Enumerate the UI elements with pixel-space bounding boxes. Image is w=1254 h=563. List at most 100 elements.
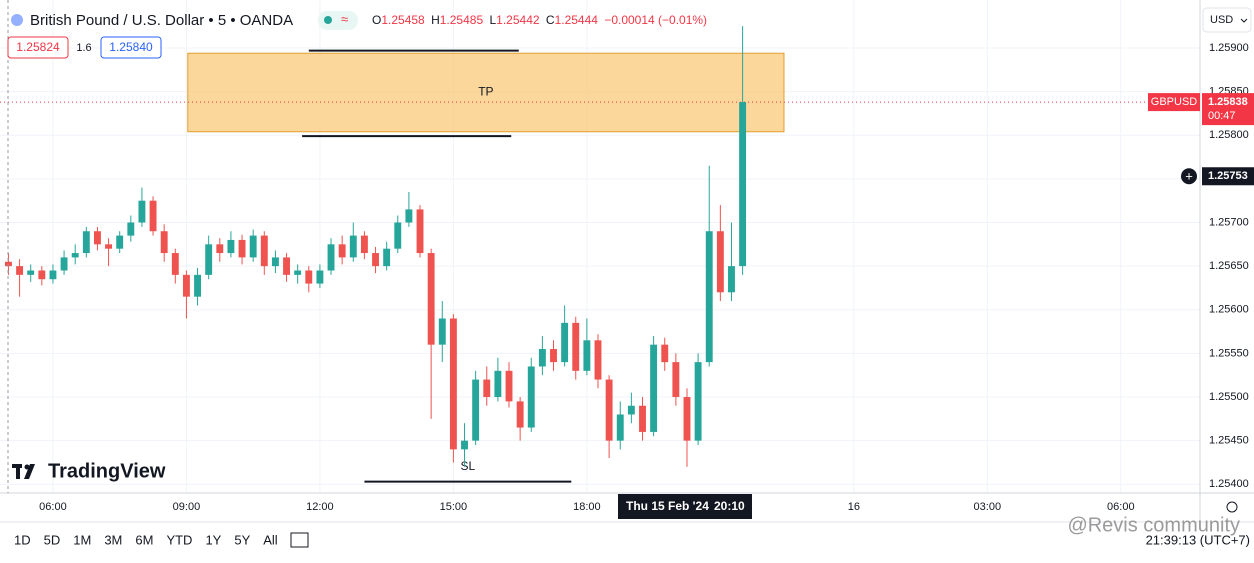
logo-shape [24,464,30,470]
ohlc-value: 1.25458 [381,13,425,27]
candle-body [305,270,313,284]
buy-price: 1.25840 [109,40,153,54]
y-tick-label: 1.25600 [1209,304,1249,316]
status-badge[interactable] [318,11,358,30]
candle-body [160,231,168,254]
plot: TP SL [0,26,1200,483]
candle-body [728,266,735,293]
countdown-label: 00:47 [1208,110,1236,122]
timeframe-button[interactable]: All [263,532,278,547]
timeframe-button[interactable]: 5D [44,532,61,547]
candle-body [594,340,602,380]
x-tick-label: 18:00 [573,501,601,513]
candle-body [5,261,12,267]
y-tick-label: 1.25400 [1209,478,1249,490]
candle-body [194,274,202,297]
candle-body [16,266,24,275]
y-tick-label: 1.25550 [1209,347,1249,359]
ohlc-label: H [431,13,440,27]
flag-icon [11,14,23,26]
y-tick-label: 1.25900 [1209,42,1249,54]
candle-body [260,235,268,267]
candle-body [705,231,713,363]
candle-body [238,239,246,258]
ohlc-legend: O1.25458 H1.25485 L1.25442 C1.25444 −0.0… [372,13,707,27]
timeframe-button[interactable]: 1D [14,532,31,547]
candle-body [27,270,35,275]
change: −0.00014 (−0.01%) [604,13,707,27]
sell-button[interactable] [7,36,69,59]
candle-body [627,405,635,415]
ohlc-label: O [372,13,381,27]
timeframe-button[interactable]: YTD [166,532,192,547]
candle-body [149,200,157,232]
candle-body [605,379,613,441]
candle-body [639,405,646,432]
symbol-label: GBPUSD [1151,96,1198,108]
candle-body [93,231,101,245]
x-tick-label: 06:00 [39,501,67,513]
timeframe-button[interactable]: 3M [104,532,122,547]
toolbar: 1D 5D 1M 3M 6M YTD 1Y 5Y All [14,532,278,547]
candle-body [516,401,524,428]
last-price-label: 1.25838 [1208,96,1248,108]
sell-price: 1.25824 [16,40,60,54]
candle-body [205,244,213,275]
crosshair-add-button [1181,168,1197,185]
candle-body [739,102,747,267]
x-tick-label: 03:00 [974,501,1002,513]
candle-body [138,200,146,223]
candle-body [38,270,46,280]
candle-body [82,231,90,254]
ohlc-value: 1.25442 [496,13,540,27]
crosshair-price-box [1202,167,1254,186]
candle-body [349,235,357,258]
candle-body [438,318,446,345]
candle-body [527,366,535,428]
settings-icon[interactable] [1226,501,1238,513]
candle-body [271,257,279,267]
candle-body [405,209,413,223]
ohlc-value: 1.25444 [555,13,599,27]
timeframe-button[interactable]: 1Y [205,532,221,547]
watermark: @Revis community [1067,514,1240,536]
candle-body [694,362,702,441]
buy-button[interactable] [100,36,162,59]
plus-icon: + [1185,169,1193,184]
currency-button[interactable] [1202,7,1252,33]
y-tick-label: 1.25700 [1209,216,1249,228]
candle-body [449,318,457,450]
candle-body [372,253,379,267]
candle-body [616,414,624,441]
timeframe-button[interactable]: 6M [135,532,153,547]
symbol-label-box [1148,93,1200,112]
y-tick-label: 1.25650 [1209,260,1249,272]
candle-body [683,397,691,441]
currency: USD [1210,14,1233,26]
ohlc-label: C [546,13,555,27]
candle-body [461,440,468,450]
candle-body [494,370,502,398]
chart-title: British Pound / U.S. Dollar • 5 • OANDA [30,12,293,29]
candle-body [182,274,190,297]
timeframe-button[interactable]: 1M [73,532,91,547]
candle-body [249,235,257,258]
candle-body [416,209,424,254]
candle-body [105,244,113,249]
candle-body [561,322,569,363]
candle-body [227,239,235,254]
logo-shape [24,464,35,479]
x-tick-label: 12:00 [306,501,334,513]
timeframe-button[interactable]: 5Y [234,532,250,547]
candle-body [116,235,124,249]
spread: 1.6 [76,42,91,54]
candle-body [216,244,224,254]
date-range-icon[interactable] [290,532,309,548]
candle-body [316,270,324,284]
level-label: SL [461,459,476,473]
candle-body [538,349,546,367]
brand-logo: TradingView [12,460,166,482]
delay-icon: ≈ [341,11,348,26]
zone-label: TP [478,85,493,99]
